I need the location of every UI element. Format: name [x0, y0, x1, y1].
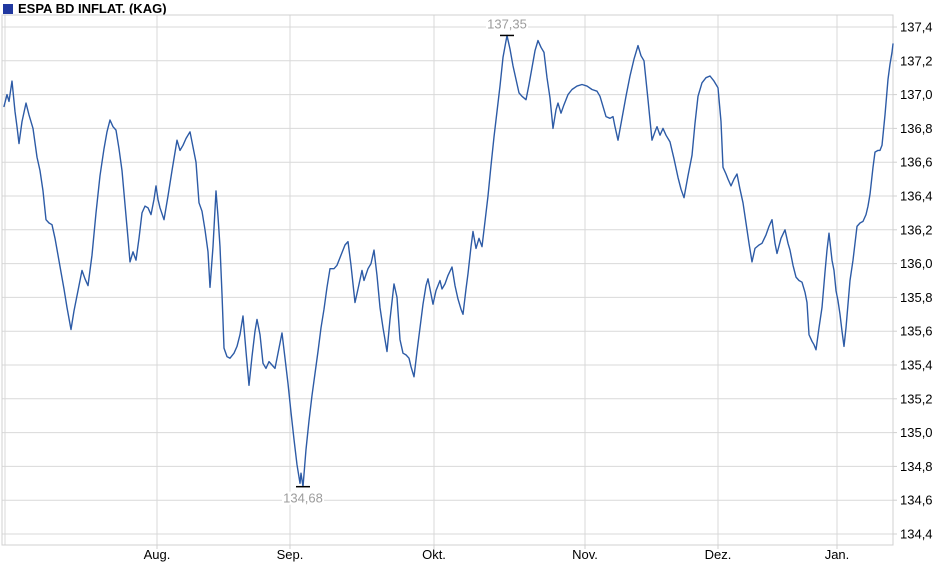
chart-legend: ESPA BD INFLAT. (KAG)	[3, 2, 167, 15]
x-tick-label: Aug.	[144, 547, 171, 562]
y-tick-label: 136,8	[900, 121, 933, 136]
y-tick-label: 135,6	[900, 324, 933, 339]
y-tick-label: 135,4	[900, 358, 933, 373]
y-tick-label: 135,8	[900, 290, 933, 305]
plot-border	[1, 14, 894, 546]
high-label-bg	[486, 17, 528, 31]
x-tick-label: Sep.	[277, 547, 304, 562]
x-tick-label: Okt.	[422, 547, 446, 562]
y-tick-label: 134,4	[900, 527, 933, 542]
y-tick-label: 136,2	[900, 222, 933, 237]
series-marker-icon	[3, 3, 13, 14]
chart-title: ESPA BD INFLAT. (KAG)	[18, 1, 167, 16]
high-label: 137,35	[487, 16, 527, 31]
low-label: 134,68	[283, 491, 323, 506]
y-tick-label: 136,0	[900, 256, 933, 271]
y-tick-label: 136,6	[900, 155, 933, 170]
y-tick-label: 137,4	[900, 20, 933, 35]
x-tick-label: Jan.	[825, 547, 850, 562]
y-tick-label: 134,6	[900, 493, 933, 508]
price-line	[3, 34, 894, 488]
low-label-bg	[282, 491, 324, 505]
x-tick-label: Nov.	[572, 547, 598, 562]
y-tick-label: 135,0	[900, 425, 933, 440]
y-tick-label: 136,4	[900, 189, 933, 204]
x-tick-label: Dez.	[705, 547, 732, 562]
y-tick-label: 134,8	[900, 459, 933, 474]
y-tick-label: 135,2	[900, 391, 933, 406]
y-tick-label: 137,2	[900, 53, 933, 68]
y-tick-label: 137,0	[900, 87, 933, 102]
